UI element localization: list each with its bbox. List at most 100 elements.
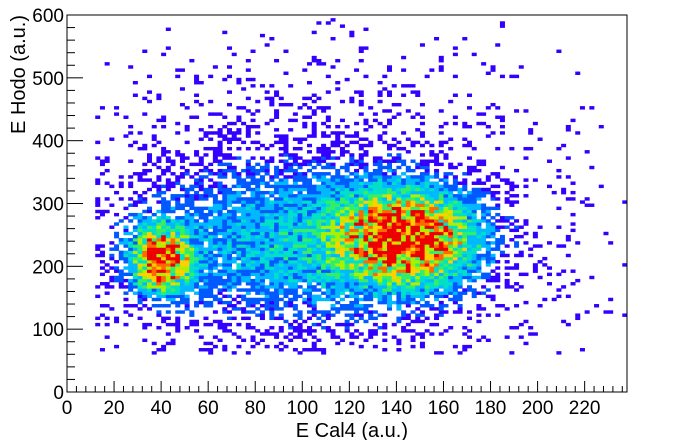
heatmap-bin [391,159,397,163]
heatmap-bin [467,222,473,226]
heatmap-bin [156,194,162,198]
heatmap-bin [339,291,345,295]
heatmap-bin [372,294,378,299]
heatmap-bin [462,143,468,148]
heatmap-bin [467,272,473,277]
heatmap-bin [283,146,289,151]
heatmap-bin [245,351,251,355]
heatmap-bin [297,335,303,339]
heatmap-bin [245,216,251,220]
heatmap-bin [175,272,181,277]
heatmap-bin [123,256,129,261]
heatmap-bin [429,194,435,198]
heatmap-bin [104,159,110,163]
heatmap-bin [184,200,190,204]
heatmap-bin [311,341,317,346]
heatmap-bin [278,275,284,280]
heatmap-bin [429,263,435,267]
heatmap-bin [443,140,449,145]
heatmap-bin [184,203,190,207]
heatmap-bin [495,115,501,119]
heatmap-bin [241,294,247,299]
heatmap-bin [321,178,327,182]
heatmap-bin [532,121,538,126]
heatmap-bin [476,338,482,343]
heatmap-bin [368,253,374,258]
heatmap-bin [499,131,505,135]
heatmap-bin [471,238,477,242]
heatmap-bin [358,190,364,195]
heatmap-bin [377,168,383,173]
heatmap-bin [335,228,341,233]
heatmap-bin [339,197,345,201]
heatmap-bin [584,203,590,207]
heatmap-bin [495,206,501,211]
heatmap-bin [424,178,430,182]
heatmap-bin [438,278,444,283]
heatmap-bin [481,112,487,116]
heatmap-bin [462,222,468,226]
heatmap-bin [255,238,261,242]
heatmap-bin [307,216,313,220]
heatmap-bin [485,244,491,248]
heatmap-bin [161,344,167,349]
heatmap-bin [377,99,383,104]
heatmap-bin [452,282,458,286]
heatmap-bin [222,162,228,167]
heatmap-bin [354,175,360,179]
heatmap-bin [142,304,148,308]
heatmap-bin [156,187,162,192]
heatmap-bin [104,335,110,339]
heatmap-bin [132,228,138,233]
x-tick-label: 60 [198,398,219,419]
heatmap-bin [128,313,134,317]
heatmap-bin [363,137,369,141]
heatmap-bin [424,285,430,289]
heatmap-bin [321,109,327,113]
heatmap-bin [311,175,317,179]
heatmap-bin [481,285,487,289]
heatmap-bin [504,272,510,277]
heatmap-bin [161,291,167,295]
heatmap-bin [147,244,153,248]
heatmap-bin [302,260,308,264]
heatmap-bin [161,253,167,258]
heatmap-bin [372,263,378,267]
heatmap-bin [349,282,355,286]
heatmap-bin [245,168,251,173]
heatmap-bin [227,310,233,314]
heatmap-bin [283,231,289,236]
heatmap-bin [368,209,374,214]
heatmap-bin [462,36,468,41]
heatmap-bin [481,209,487,214]
heatmap-bin [208,285,214,289]
heatmap-bin [504,244,510,248]
heatmap-bin [264,291,270,295]
heatmap-bin [321,313,327,317]
heatmap-bin [382,256,388,261]
heatmap-bin [179,266,185,270]
heatmap-bin [358,203,364,207]
heatmap-bin [368,269,374,273]
heatmap-bin [288,153,294,157]
heatmap-bin [307,162,313,167]
heatmap-bin [189,212,195,217]
heatmap-bin [358,263,364,267]
heatmap-bin [462,269,468,273]
heatmap-bin [170,197,176,201]
heatmap-bin [217,190,223,195]
heatmap-bin [415,313,421,317]
heatmap-bin [401,228,407,233]
heatmap-bin [259,332,265,336]
heatmap-bin [142,234,148,239]
heatmap-bin [212,156,218,160]
heatmap-bin [161,231,167,236]
heatmap-bin [448,288,454,292]
heatmap-bin [222,206,228,211]
heatmap-bin [311,216,317,220]
heatmap-bin [438,304,444,308]
heatmap-bin [283,272,289,277]
heatmap-bin [405,253,411,258]
heatmap-bin [434,168,440,173]
heatmap-bin [142,190,148,195]
